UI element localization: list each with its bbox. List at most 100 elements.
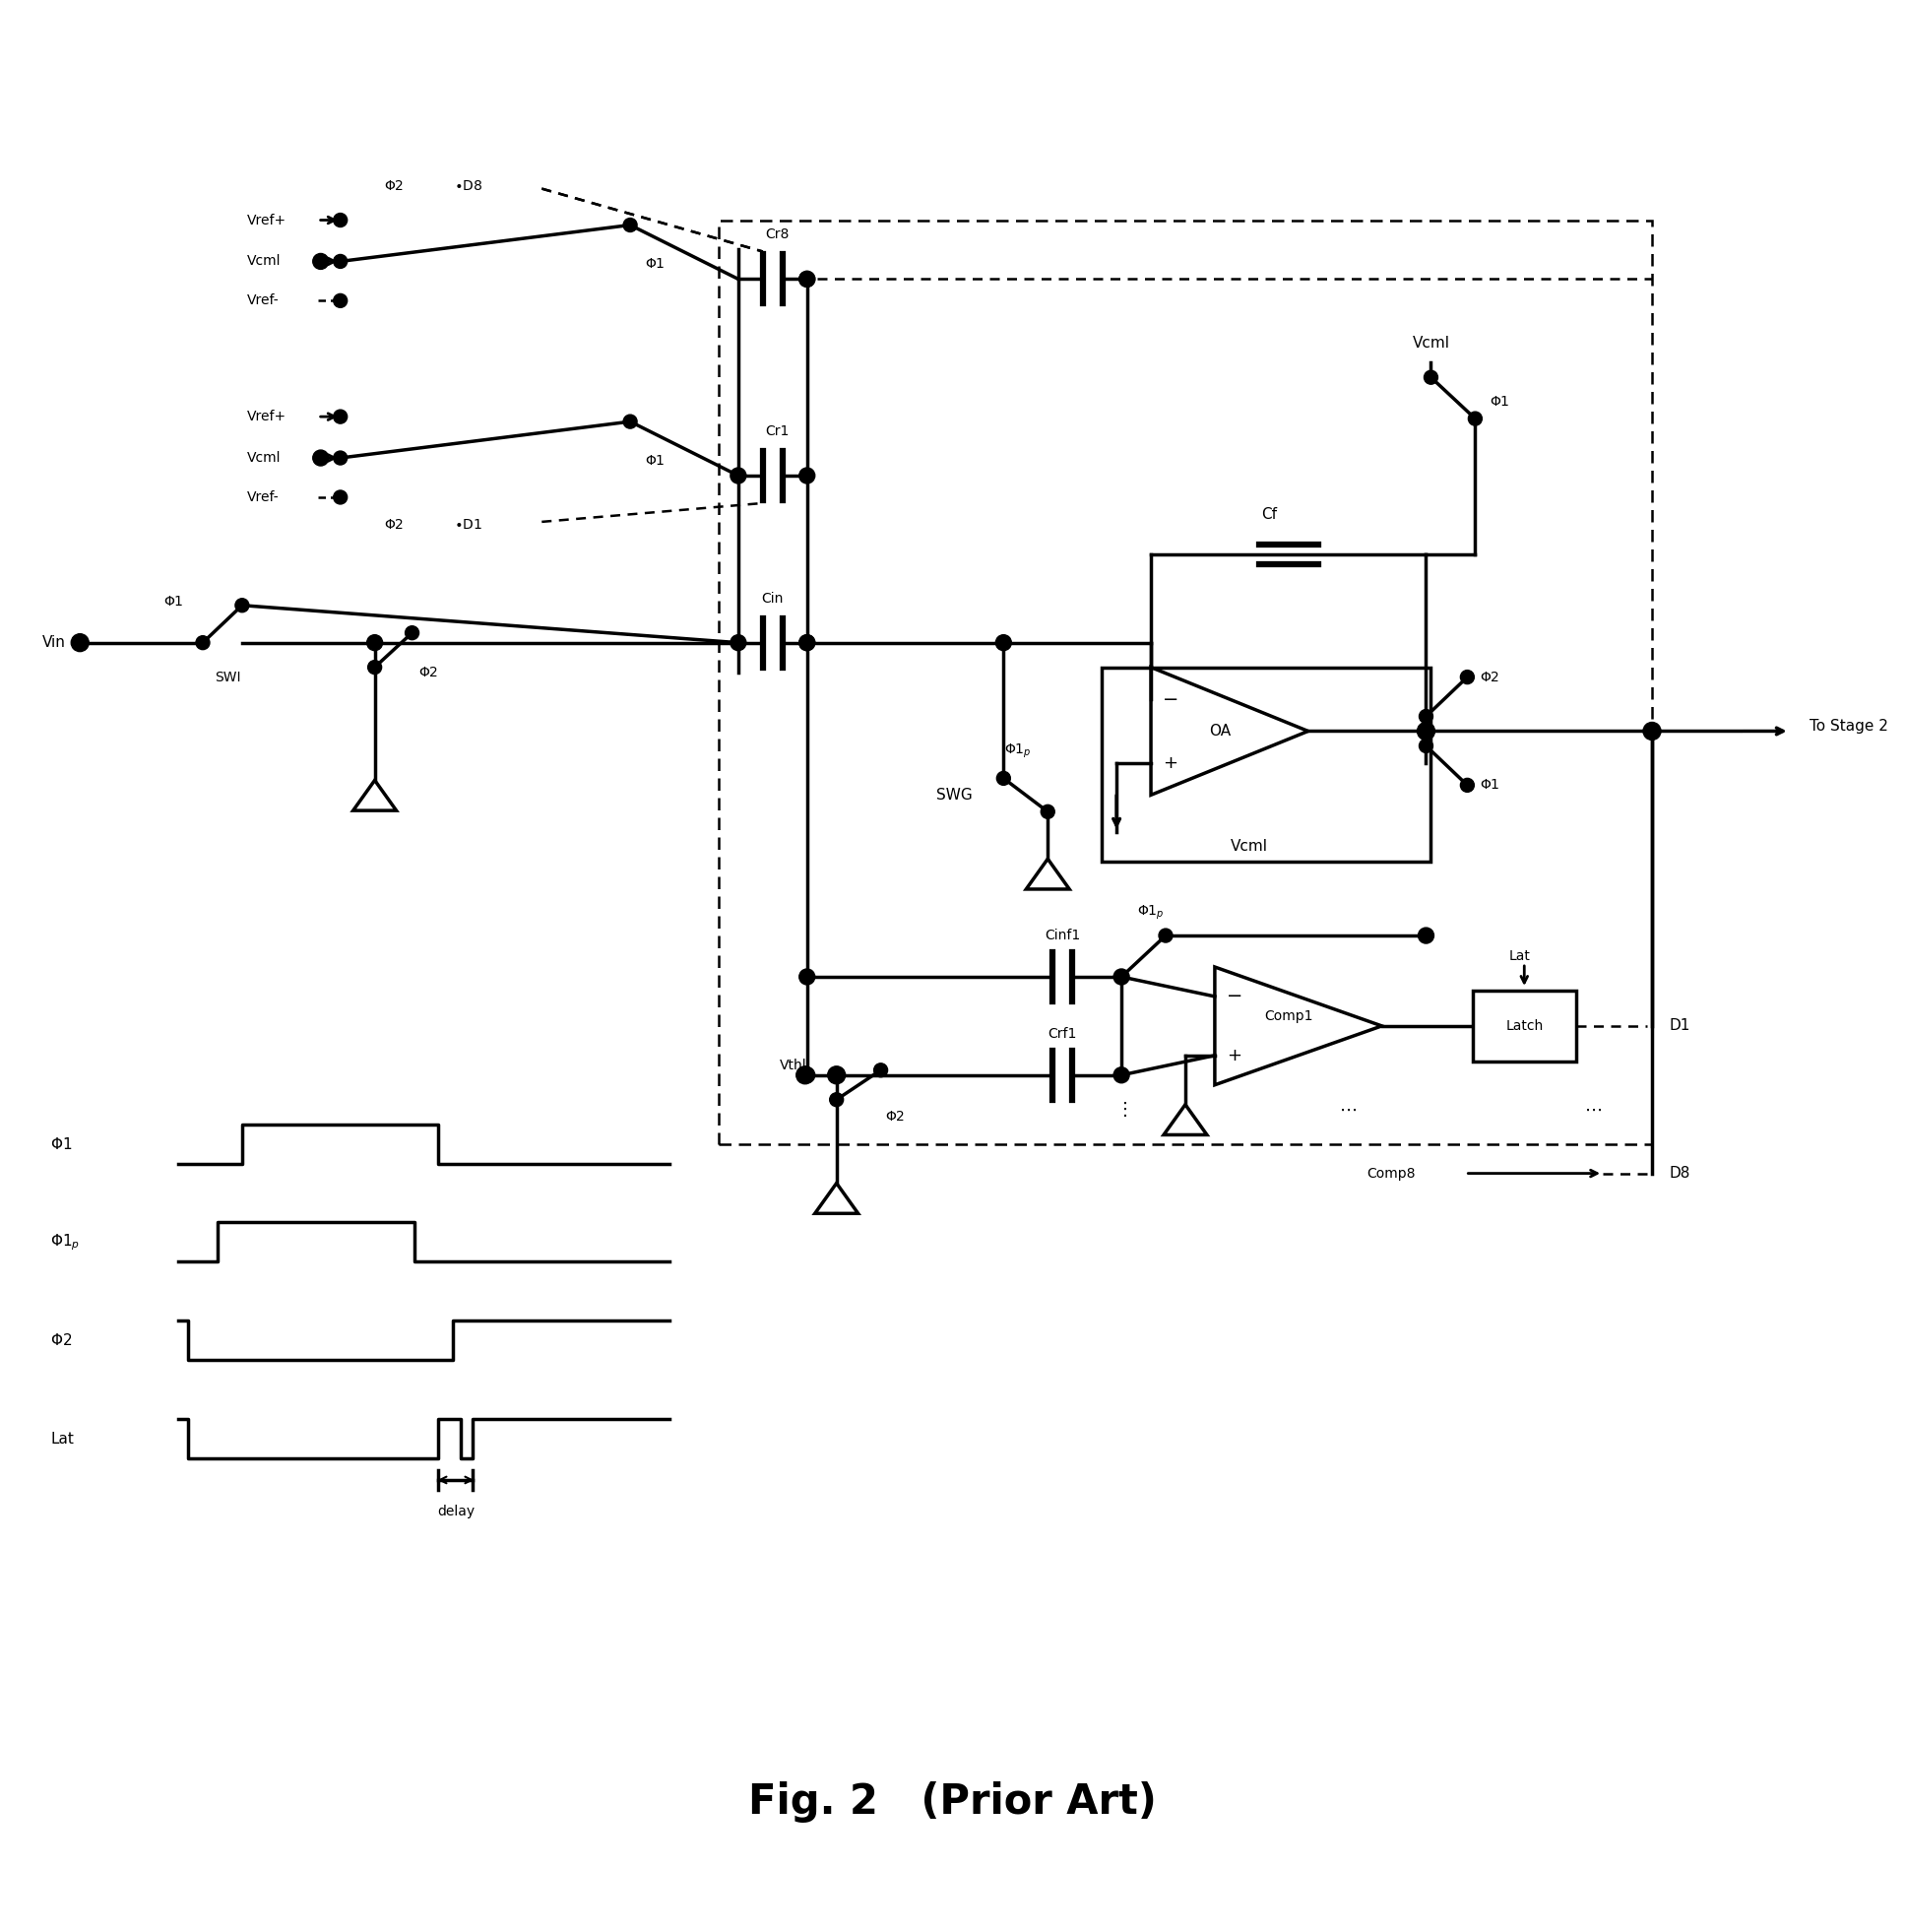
Text: $\Phi$2: $\Phi$2 <box>419 665 438 678</box>
Circle shape <box>1468 412 1483 425</box>
Circle shape <box>1113 970 1130 985</box>
Text: $\Phi$1: $\Phi$1 <box>164 595 183 609</box>
Text: Vref-: Vref- <box>248 294 278 307</box>
Circle shape <box>406 626 419 639</box>
Text: SWI: SWI <box>213 670 240 684</box>
Circle shape <box>799 636 816 651</box>
Circle shape <box>234 599 250 612</box>
Circle shape <box>1115 970 1128 983</box>
Text: Vref+: Vref+ <box>248 410 286 423</box>
Circle shape <box>799 468 816 483</box>
Circle shape <box>1460 670 1473 684</box>
Text: D8: D8 <box>1670 1167 1691 1180</box>
Text: $\bullet$D1: $\bullet$D1 <box>454 518 482 531</box>
Circle shape <box>997 771 1010 784</box>
Circle shape <box>730 468 745 483</box>
Text: Lat: Lat <box>1510 949 1531 962</box>
Text: Vref-: Vref- <box>248 491 278 504</box>
Circle shape <box>334 410 347 423</box>
Circle shape <box>1159 929 1172 943</box>
Circle shape <box>799 970 816 985</box>
Circle shape <box>1420 738 1433 753</box>
Text: $\Phi$1: $\Phi$1 <box>644 454 665 468</box>
Text: Vthl: Vthl <box>780 1059 806 1072</box>
Text: $\Phi$1: $\Phi$1 <box>644 257 665 270</box>
Text: Cr8: Cr8 <box>766 228 789 242</box>
Circle shape <box>799 270 816 288</box>
Text: Crf1: Crf1 <box>1048 1028 1077 1041</box>
Text: Cin: Cin <box>762 591 783 605</box>
Text: Latch: Latch <box>1506 1018 1544 1034</box>
Text: $\bullet$D8: $\bullet$D8 <box>454 180 482 193</box>
Circle shape <box>1643 723 1660 740</box>
Circle shape <box>366 636 383 651</box>
Circle shape <box>799 1066 816 1084</box>
Circle shape <box>334 213 347 226</box>
Circle shape <box>1424 371 1437 384</box>
Text: $\Phi$2: $\Phi$2 <box>886 1109 905 1122</box>
Circle shape <box>334 294 347 307</box>
Text: Vcml: Vcml <box>248 450 280 466</box>
Circle shape <box>1418 723 1435 740</box>
Text: $\Phi$1$_p$: $\Phi$1$_p$ <box>1138 904 1165 922</box>
Text: Cinf1: Cinf1 <box>1044 929 1081 943</box>
Text: $\vdots$: $\vdots$ <box>1115 1099 1126 1119</box>
Text: Vin: Vin <box>42 636 65 649</box>
Circle shape <box>799 270 816 288</box>
Circle shape <box>730 636 745 651</box>
Circle shape <box>334 255 347 269</box>
Circle shape <box>1041 806 1054 819</box>
Bar <box>1102 667 1431 862</box>
Circle shape <box>334 450 347 466</box>
Circle shape <box>1420 709 1433 723</box>
Text: $\Phi$1: $\Phi$1 <box>50 1136 72 1151</box>
Circle shape <box>1418 927 1433 943</box>
Circle shape <box>196 636 210 649</box>
Text: OA: OA <box>1208 724 1231 738</box>
Circle shape <box>71 634 90 651</box>
Text: Cf: Cf <box>1262 508 1277 522</box>
Text: Cr1: Cr1 <box>766 425 789 439</box>
Circle shape <box>827 1066 846 1084</box>
Text: +: + <box>1163 753 1178 773</box>
Text: $\cdots$: $\cdots$ <box>1338 1101 1357 1119</box>
Circle shape <box>1113 1066 1130 1084</box>
Circle shape <box>797 1066 814 1084</box>
Text: +: + <box>1227 1047 1243 1065</box>
Text: Vcml: Vcml <box>248 255 280 269</box>
Circle shape <box>623 415 637 429</box>
Text: $\cdots$: $\cdots$ <box>1584 1101 1601 1119</box>
Text: Fig. 2   (Prior Art): Fig. 2 (Prior Art) <box>749 1781 1157 1824</box>
Text: Comp1: Comp1 <box>1264 1009 1313 1024</box>
Bar <box>1473 991 1576 1061</box>
Bar <box>719 220 1653 1144</box>
Circle shape <box>313 253 328 269</box>
Text: $\Phi$1$_p$: $\Phi$1$_p$ <box>50 1233 80 1252</box>
Circle shape <box>829 1094 842 1107</box>
Circle shape <box>334 491 347 504</box>
Text: Vcml: Vcml <box>1231 838 1267 854</box>
Text: D1: D1 <box>1670 1018 1691 1034</box>
Circle shape <box>873 1063 888 1076</box>
Text: Comp8: Comp8 <box>1367 1167 1416 1180</box>
Text: SWG: SWG <box>936 788 972 802</box>
Text: Lat: Lat <box>50 1432 74 1445</box>
Circle shape <box>313 450 328 466</box>
Text: −: − <box>1163 690 1178 709</box>
Circle shape <box>623 218 637 232</box>
Text: $\Phi$1: $\Phi$1 <box>1479 779 1500 792</box>
Text: Vref+: Vref+ <box>248 213 286 226</box>
Text: $\Phi$1: $\Phi$1 <box>1490 394 1510 410</box>
Circle shape <box>368 661 381 674</box>
Text: $\Phi$1$_p$: $\Phi$1$_p$ <box>1004 742 1031 759</box>
Text: Vcml: Vcml <box>1412 336 1450 350</box>
Text: $\Phi$2: $\Phi$2 <box>385 180 404 193</box>
Text: $\Phi$2: $\Phi$2 <box>385 518 404 531</box>
Text: To Stage 2: To Stage 2 <box>1809 719 1887 734</box>
Text: $\Phi$2: $\Phi$2 <box>50 1333 72 1349</box>
Text: −: − <box>1226 987 1243 1007</box>
Circle shape <box>995 636 1012 651</box>
Text: $\Phi$2: $\Phi$2 <box>1479 670 1500 684</box>
Circle shape <box>1460 779 1473 792</box>
Circle shape <box>799 636 816 651</box>
